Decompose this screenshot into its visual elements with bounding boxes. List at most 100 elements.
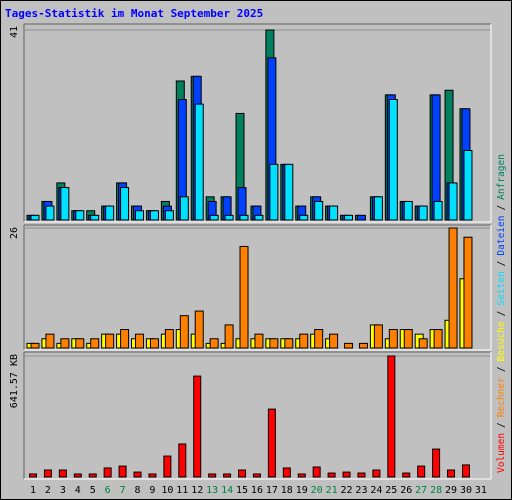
bar xyxy=(463,149,473,221)
bar xyxy=(254,214,264,221)
bar xyxy=(209,214,219,221)
y-tick-label: 41 xyxy=(9,26,20,38)
bar xyxy=(463,236,473,349)
legend-separator: / xyxy=(496,422,507,428)
x-tick-label: 20 xyxy=(311,485,323,496)
bar xyxy=(344,342,354,349)
legend-entry: Seiten xyxy=(496,271,507,305)
bar xyxy=(88,473,97,478)
bar xyxy=(105,333,115,349)
x-tick-label: 19 xyxy=(296,485,308,496)
bar xyxy=(372,469,381,478)
legend-separator: / xyxy=(496,311,507,317)
x-tick-label: 29 xyxy=(445,485,457,496)
bar xyxy=(120,187,130,221)
bar xyxy=(284,338,294,349)
bar xyxy=(344,214,354,221)
x-tick-label: 14 xyxy=(221,485,233,496)
bar xyxy=(299,333,309,349)
bar xyxy=(356,214,366,221)
y-tick-label: 641.57 KB xyxy=(9,354,20,408)
x-tick-label: 7 xyxy=(120,485,126,496)
bar xyxy=(163,455,172,478)
bar xyxy=(73,473,82,478)
x-tick-label: 13 xyxy=(206,485,218,496)
bar xyxy=(208,473,217,478)
bar xyxy=(90,214,100,221)
bar xyxy=(342,471,351,478)
bar xyxy=(373,196,383,221)
bar xyxy=(193,375,202,478)
bar xyxy=(448,182,458,221)
bar xyxy=(135,333,145,349)
x-tick-label: 3 xyxy=(60,485,66,496)
bar xyxy=(224,324,234,349)
bar xyxy=(282,467,291,478)
bar xyxy=(269,338,279,349)
bar xyxy=(239,214,249,221)
bar xyxy=(30,342,40,349)
bar xyxy=(29,473,37,478)
bar xyxy=(373,324,383,349)
bar xyxy=(388,99,398,221)
bar xyxy=(432,448,441,478)
bar xyxy=(103,467,112,478)
x-tick-label: 8 xyxy=(134,485,140,496)
x-tick-label: 24 xyxy=(370,485,382,496)
bar xyxy=(299,214,309,221)
bar xyxy=(238,469,247,478)
x-tick-label: 22 xyxy=(341,485,353,496)
bar xyxy=(164,210,174,221)
x-tick-label: 25 xyxy=(385,485,397,496)
bar xyxy=(418,338,428,349)
bar xyxy=(105,205,115,221)
x-tick-label: 31 xyxy=(475,485,487,496)
x-tick-label: 5 xyxy=(90,485,96,496)
bar xyxy=(269,163,279,221)
bar xyxy=(327,472,336,478)
bar xyxy=(314,200,324,221)
x-tick-label: 4 xyxy=(75,485,81,496)
x-tick-label: 28 xyxy=(430,485,442,496)
bar xyxy=(179,315,189,349)
bar xyxy=(75,210,85,221)
bar xyxy=(447,469,456,478)
bar xyxy=(30,214,40,221)
x-tick-label: 10 xyxy=(161,485,173,496)
x-tick-label: 18 xyxy=(281,485,293,496)
bar xyxy=(60,187,70,221)
x-tick-label: 16 xyxy=(251,485,263,496)
bar xyxy=(149,338,159,349)
x-tick-label: 26 xyxy=(400,485,412,496)
bar xyxy=(45,205,55,221)
bar xyxy=(402,472,411,478)
legend-entry: Rechner xyxy=(496,377,507,417)
bar xyxy=(267,408,276,478)
bar xyxy=(297,473,306,478)
bar xyxy=(178,443,187,478)
bar xyxy=(387,355,396,478)
bar xyxy=(120,329,130,349)
bar xyxy=(254,333,264,349)
x-tick-label: 15 xyxy=(236,485,248,496)
legend-entry: Anfragen xyxy=(496,154,507,200)
bar xyxy=(388,329,398,349)
x-tick-label: 12 xyxy=(191,485,203,496)
x-tick-label: 1 xyxy=(30,485,36,496)
plot-area xyxy=(24,24,491,222)
legend-entry: Dateien xyxy=(496,216,507,256)
x-tick-label: 21 xyxy=(326,485,338,496)
bar xyxy=(148,473,157,478)
bar xyxy=(90,338,100,349)
bar xyxy=(418,205,428,221)
bar xyxy=(133,471,142,478)
plot-area xyxy=(24,352,491,479)
legend-separator: / xyxy=(496,366,507,372)
legend-entry: Besuche xyxy=(496,321,507,361)
bar xyxy=(194,103,204,221)
x-tick-label: 9 xyxy=(149,485,155,496)
bar xyxy=(329,333,339,349)
y-tick-label: 26 xyxy=(9,227,20,239)
bar xyxy=(239,245,249,349)
